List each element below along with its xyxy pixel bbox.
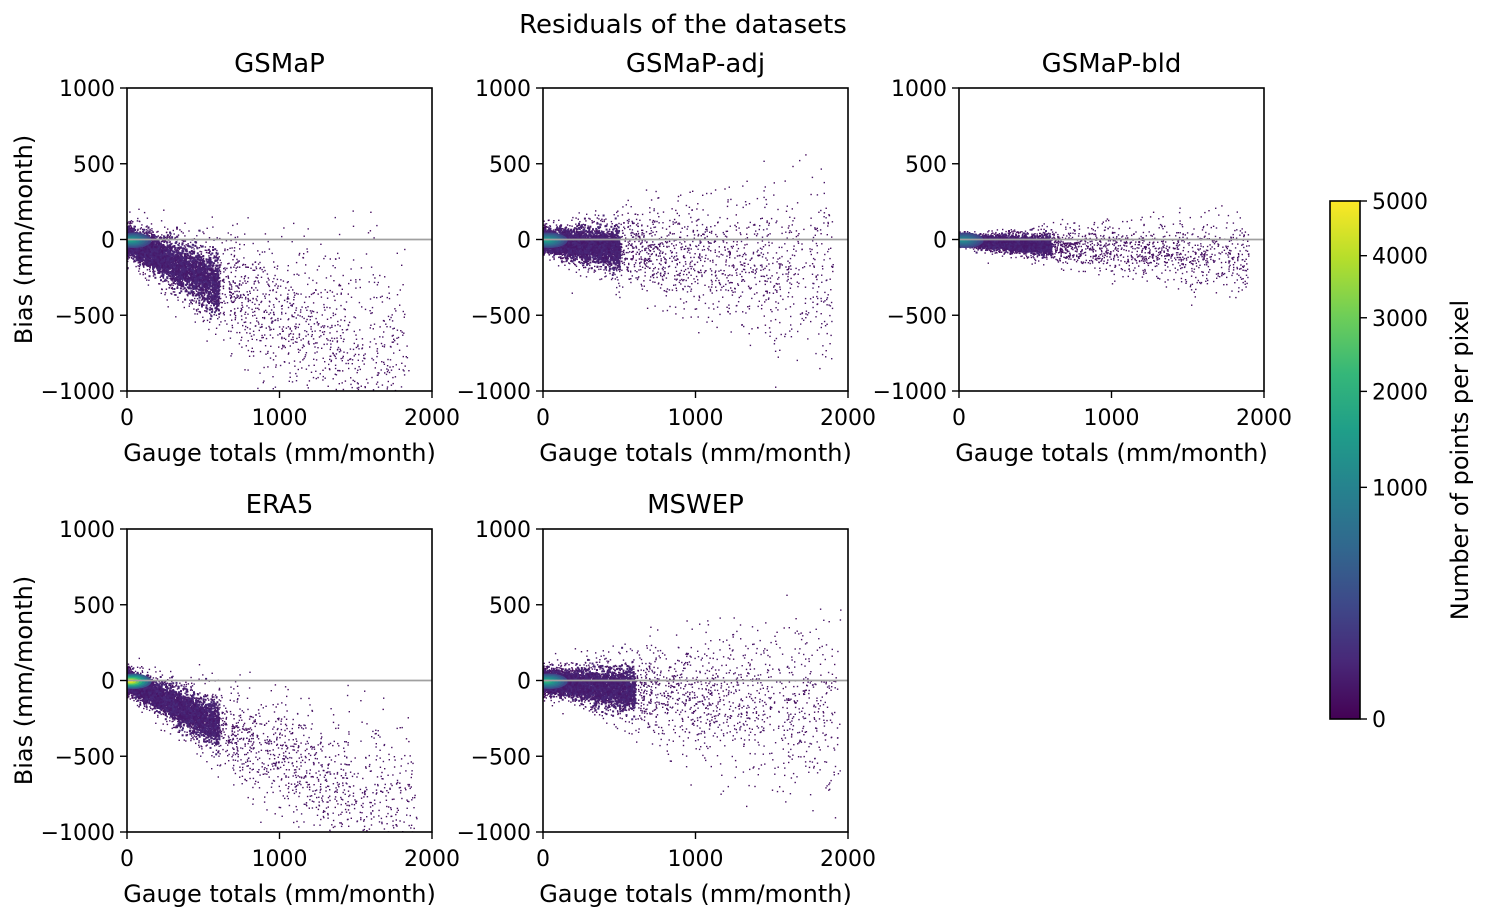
y-tick-label: 1000 (475, 77, 531, 102)
y-tick-label: −500 (55, 304, 115, 329)
y-tick-label: 1000 (475, 518, 531, 543)
x-tick-label: 2000 (1236, 406, 1292, 431)
x-axis-label: Gauge totals (mm/month) (123, 439, 436, 467)
x-tick-label: 2000 (820, 406, 876, 431)
density-points (127, 208, 410, 391)
y-tick-label: 0 (517, 229, 531, 254)
y-tick-label: 500 (489, 594, 531, 619)
y-tick-label: 500 (73, 594, 115, 619)
colorbar-tick-label: 5000 (1372, 190, 1428, 215)
colorbar-tick-label: 1000 (1372, 476, 1428, 501)
y-tick-label: −1000 (41, 821, 115, 846)
y-tick-label: −1000 (41, 380, 115, 405)
x-tick-label: 1000 (668, 847, 724, 872)
x-tick-label: 0 (536, 406, 550, 431)
density-points (127, 657, 418, 832)
y-axis-label: Bias (mm/month) (10, 576, 38, 785)
x-axis-label: Gauge totals (mm/month) (539, 439, 852, 467)
y-tick-label: 1000 (59, 77, 115, 102)
y-axis-label: Bias (mm/month) (10, 135, 38, 344)
subplot-title: GSMaP (234, 49, 325, 79)
y-tick-label: 0 (101, 670, 115, 695)
y-tick-label: −500 (471, 304, 531, 329)
colorbar-label: Number of points per pixel (1446, 300, 1474, 620)
x-tick-label: 0 (952, 406, 966, 431)
x-tick-label: 1000 (1084, 406, 1140, 431)
y-tick-label: −500 (471, 745, 531, 770)
colorbar-tick-label: 3000 (1372, 307, 1428, 332)
colorbar: 0 1000 2000 3000 4000 5000 Number of points pe… (1329, 190, 1474, 733)
colorbar-tick-label: 0 (1372, 708, 1386, 733)
colorbar-tick-label: 2000 (1372, 380, 1428, 405)
x-tick-label: 0 (536, 847, 550, 872)
y-tick-label: 1000 (891, 77, 947, 102)
y-tick-label: 500 (489, 153, 531, 178)
y-tick-label: −500 (55, 745, 115, 770)
subplot-title: ERA5 (246, 490, 314, 520)
y-tick-label: 500 (905, 153, 947, 178)
y-tick-label: −500 (887, 304, 947, 329)
density-points (543, 154, 834, 388)
x-tick-label: 1000 (252, 847, 308, 872)
y-tick-label: 0 (517, 670, 531, 695)
x-tick-label: 0 (120, 406, 134, 431)
x-tick-label: 2000 (404, 847, 460, 872)
x-tick-label: 1000 (252, 406, 308, 431)
x-tick-label: 2000 (404, 406, 460, 431)
x-tick-label: 0 (120, 847, 134, 872)
colorbar-gradient (1329, 200, 1361, 720)
y-tick-label: −1000 (873, 380, 947, 405)
colorbar-tick-label: 4000 (1372, 245, 1428, 270)
y-tick-label: 500 (73, 153, 115, 178)
subplot-title: GSMaP-adj (626, 49, 765, 79)
x-axis-label: Gauge totals (mm/month) (539, 880, 852, 908)
x-tick-label: 2000 (820, 847, 876, 872)
subplot-title: MSWEP (647, 490, 744, 520)
density-points (543, 594, 842, 819)
figure-title: Residuals of the datasets (519, 10, 847, 40)
x-axis-label: Gauge totals (mm/month) (123, 880, 436, 908)
y-tick-label: 0 (933, 229, 947, 254)
y-tick-label: 0 (101, 229, 115, 254)
x-axis-label: Gauge totals (mm/month) (955, 439, 1268, 467)
y-tick-label: −1000 (457, 821, 531, 846)
density-points (959, 205, 1250, 306)
y-tick-label: 1000 (59, 518, 115, 543)
y-tick-label: −1000 (457, 380, 531, 405)
x-tick-label: 1000 (668, 406, 724, 431)
subplot-title: GSMaP-bld (1042, 49, 1182, 79)
